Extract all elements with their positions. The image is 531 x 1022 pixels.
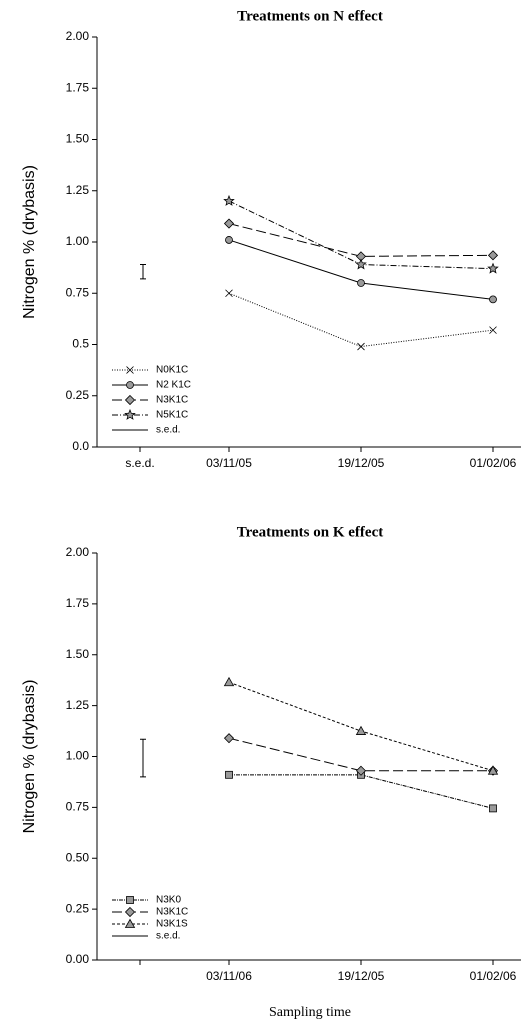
error-bar [140, 264, 146, 280]
marker [357, 342, 365, 351]
y-tick-label: 2.00 [66, 29, 90, 43]
legend-label: N5K1C [156, 410, 188, 421]
marker [487, 765, 499, 775]
marker [487, 250, 499, 261]
x-tick-label: 19/12/05 [338, 969, 385, 983]
legend-marker [124, 906, 136, 918]
legend-label: N2 K1C [156, 380, 191, 391]
marker [489, 804, 497, 813]
legend-marker [126, 896, 134, 904]
marker [355, 258, 367, 270]
y-tick-label: 1.75 [66, 596, 90, 610]
y-tick-label: 0.0 [72, 439, 89, 453]
legend-marker [124, 408, 136, 420]
marker [225, 770, 233, 779]
y-tick-label: 0.75 [66, 800, 90, 814]
y-tick-label: 0.25 [66, 388, 90, 402]
chart-title: Treatments on N effect [237, 8, 383, 24]
x-axis-label: Sampling time [269, 1005, 351, 1020]
y-tick-label: 0.5 [72, 337, 89, 351]
marker [489, 295, 497, 304]
marker [223, 218, 235, 229]
error-bar [140, 738, 146, 778]
series-line [228, 223, 494, 257]
y-tick-label: 0.50 [66, 850, 90, 864]
legend-label: N0K1C [156, 365, 188, 376]
marker [223, 194, 235, 206]
marker [223, 733, 235, 744]
legend-label: N3K1C [156, 395, 188, 406]
marker [225, 236, 233, 244]
y-tick-label: 0.25 [66, 901, 90, 915]
marker [357, 279, 365, 287]
legend-label: s.e.d. [156, 931, 180, 942]
legend-marker [124, 918, 136, 928]
chart-title: Treatments on K effect [237, 524, 383, 540]
marker [225, 289, 233, 298]
series-line [229, 774, 494, 809]
marker [355, 765, 367, 776]
y-tick-label: 2.00 [66, 545, 90, 559]
y-tick-label: 1.25 [66, 183, 90, 197]
marker [223, 676, 235, 687]
y-tick-label: 1.50 [66, 647, 90, 661]
legend-label: s.e.d. [156, 425, 180, 436]
marker [487, 262, 499, 274]
series-line [228, 239, 494, 300]
legend-marker [126, 381, 134, 389]
legend-marker [124, 394, 136, 406]
y-axis-label: Nitrogen % (drybasis) [21, 680, 38, 834]
legend-marker [126, 366, 134, 374]
y-tick-label: 0.00 [66, 952, 90, 966]
x-tick-label: 01/02/06 [470, 969, 517, 983]
marker [355, 725, 367, 735]
y-tick-label: 1.25 [66, 698, 90, 712]
x-tick-label: s.e.d. [125, 456, 154, 470]
y-tick-label: 1.00 [66, 749, 90, 763]
y-tick-label: 1.75 [66, 80, 90, 94]
series-line [228, 292, 494, 348]
x-tick-label: 03/11/05 [206, 456, 252, 470]
legend-label: N3K1S [156, 919, 188, 930]
y-tick-label: 0.75 [66, 285, 90, 299]
legend-label: N3K1C [156, 907, 188, 918]
y-tick-label: 1.00 [66, 234, 90, 248]
x-tick-label: 19/12/05 [338, 456, 385, 470]
y-axis-label: Nitrogen % (drybasis) [21, 165, 38, 319]
y-tick-label: 1.50 [66, 132, 90, 146]
legend-label: N3K0 [156, 895, 181, 906]
x-tick-label: 01/02/06 [470, 456, 517, 470]
marker [489, 326, 497, 334]
x-tick-label: 03/11/06 [206, 969, 252, 983]
